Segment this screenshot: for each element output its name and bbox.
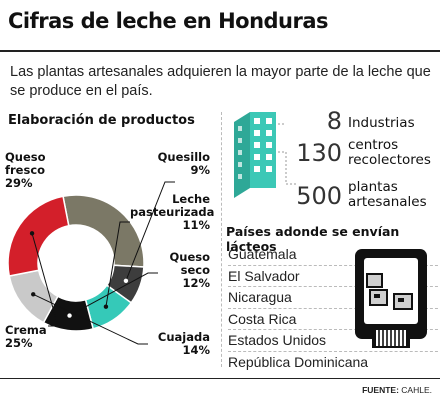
leader-line-crema: [31, 233, 59, 327]
pct-leche-pasteurizada: 11%: [182, 218, 210, 232]
list-item: Nicaragua: [228, 287, 440, 309]
stat-number-centros: 130: [296, 139, 342, 167]
footer-rule: [0, 378, 440, 379]
stat-label-industrias: Industrias: [348, 115, 415, 131]
list-item: Guatemala: [228, 244, 440, 266]
subtitle: Las plantas artesanales adquieren la may…: [10, 64, 431, 99]
label-queso-seco: Queso seco 12%: [160, 251, 210, 290]
title-rule: [0, 50, 440, 52]
leader-line-quesillo: [125, 181, 175, 281]
leader-dot-leche-pasteurizada: [103, 304, 109, 309]
stat-number-plantas: 500: [296, 182, 342, 210]
leader-line-leche-pasteurizada: [105, 221, 130, 307]
delivery-truck-icon: [355, 249, 427, 348]
leader-line-queso-seco: [69, 272, 158, 317]
stat-label-centros: centros recolectores: [348, 137, 431, 168]
label-quesillo: Quesillo 9%: [148, 151, 210, 177]
slice-crema: [7, 195, 70, 277]
slice-queso-fresco: [62, 194, 145, 268]
leader-line-cuajada: [33, 293, 148, 345]
building-icon: [234, 112, 296, 198]
label-leche-pasteurizada: Leche pasteurizada 11%: [130, 192, 215, 232]
list-item: Estados Unidos: [228, 330, 440, 352]
stat-number-industrias: 8: [326, 107, 342, 135]
pct-queso-seco: 12%: [182, 276, 210, 290]
source-credit: FUENTE: CAHLE.: [362, 385, 432, 395]
pct-cuajada: 14%: [182, 343, 210, 357]
column-divider: [221, 112, 222, 367]
leader-dot-queso-seco: [67, 313, 72, 318]
page-title: Cifras de leche en Honduras: [8, 9, 329, 33]
pct-queso-fresco: 29%: [5, 176, 33, 190]
country-list: Guatemala El Salvador Nicaragua Costa Ri…: [228, 244, 440, 372]
list-item: El Salvador: [228, 266, 440, 287]
stat-label-plantas: plantas artesanales: [348, 179, 427, 210]
donut-chart: [7, 181, 175, 345]
countries-title: Países adonde se envían lácteos: [226, 224, 400, 254]
label-queso-fresco: Queso fresco 29%: [5, 150, 46, 190]
leader-dot-crema: [29, 231, 35, 236]
label-crema: Crema 25%: [5, 323, 47, 350]
list-item: República Dominicana: [228, 353, 369, 370]
leader-dot-quesillo: [123, 278, 129, 283]
leader-dot-cuajada: [31, 292, 36, 297]
chart-title: Elaboración de productos: [8, 113, 195, 128]
list-item: Costa Rica: [228, 309, 440, 330]
pct-quesillo: 9%: [190, 163, 210, 177]
pct-crema: 25%: [5, 336, 33, 350]
label-cuajada: Cuajada 14%: [150, 331, 210, 357]
